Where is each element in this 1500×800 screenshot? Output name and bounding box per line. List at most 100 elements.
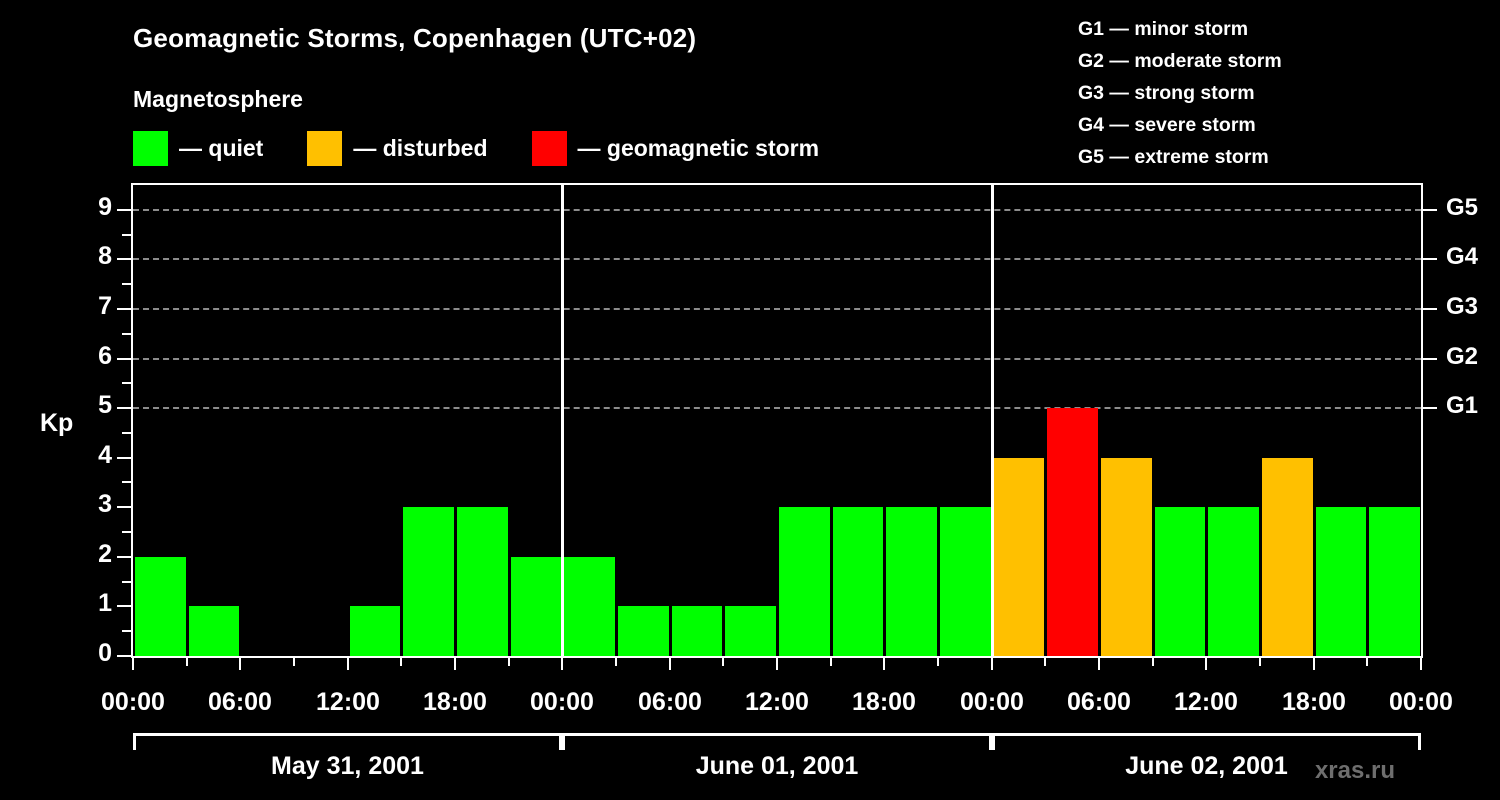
y-tick-2 xyxy=(117,555,131,558)
x-tick-label: 12:00 xyxy=(316,688,380,716)
gridline-kp-6 xyxy=(133,357,1421,360)
g-legend-item-2: G2 — moderate storm xyxy=(1078,50,1282,72)
g-legend-item-5: G5 — extreme storm xyxy=(1078,146,1269,168)
y-tick-5 xyxy=(117,407,131,410)
bar xyxy=(1208,507,1259,656)
page-title: Geomagnetic Storms, Copenhagen (UTC+02) xyxy=(133,23,697,53)
x-tick-minor xyxy=(722,658,724,666)
x-tick-label: 00:00 xyxy=(960,688,1024,716)
g-tick-G3 xyxy=(1423,307,1437,310)
quiet-swatch xyxy=(133,131,168,166)
x-tick xyxy=(776,658,778,670)
bar xyxy=(672,606,722,656)
g-tick-label: G3 xyxy=(1446,292,1479,320)
legend-label: — disturbed xyxy=(353,135,488,161)
y-tick-label: 1 xyxy=(98,589,112,618)
g-tick-G2 xyxy=(1423,357,1437,360)
gridline-kp-5 xyxy=(133,407,1421,410)
y-tick-0 xyxy=(117,655,131,657)
x-tick-label: 12:00 xyxy=(1174,688,1238,716)
legend-entry: — quiet xyxy=(133,131,263,166)
watermark: xras.ru xyxy=(1314,757,1395,784)
y-tick-3 xyxy=(117,506,131,509)
g-tick-G1 xyxy=(1423,407,1437,410)
x-tick-minor xyxy=(508,658,510,666)
legend-label: — geomagnetic storm xyxy=(577,135,820,161)
bracket-cap xyxy=(559,736,562,750)
bracket-cap xyxy=(992,736,995,750)
bar xyxy=(940,507,991,656)
x-tick xyxy=(239,658,241,670)
date-label: June 01, 2001 xyxy=(695,752,859,780)
g-tick-label: G1 xyxy=(1446,392,1479,420)
x-tick-label: 00:00 xyxy=(101,688,165,716)
g-tick-label: G5 xyxy=(1446,193,1479,221)
y-tick-label: 5 xyxy=(98,391,112,420)
disturbed-swatch xyxy=(307,131,343,166)
x-tick-label: 18:00 xyxy=(423,688,487,716)
bar xyxy=(833,507,883,656)
y-tick-label: 2 xyxy=(98,539,112,568)
day-separator xyxy=(561,185,564,656)
x-tick-label: 06:00 xyxy=(638,688,702,716)
day-separator xyxy=(991,185,994,656)
x-tick-label: 06:00 xyxy=(208,688,272,716)
x-tick xyxy=(669,658,671,670)
legend-entry: — disturbed xyxy=(307,131,488,166)
date-label: June 02, 2001 xyxy=(1125,752,1288,780)
y-tick-minor xyxy=(122,630,131,633)
x-tick-label: 00:00 xyxy=(530,688,594,716)
y-tick-minor xyxy=(122,233,131,236)
y-axis-title: Kp xyxy=(40,409,74,437)
g-tick-label: G2 xyxy=(1446,342,1479,370)
y-tick-label: 4 xyxy=(98,440,112,469)
plot-frame xyxy=(131,183,1423,658)
bar xyxy=(189,606,239,656)
bar xyxy=(1101,457,1152,656)
bracket-cap xyxy=(1418,736,1421,750)
subtitle: Magnetosphere xyxy=(133,86,303,112)
y-tick-label: 7 xyxy=(98,291,112,320)
date-bracket xyxy=(133,733,562,750)
y-tick-4 xyxy=(117,456,131,459)
x-tick-minor xyxy=(937,658,939,666)
bar xyxy=(511,556,561,656)
date-bracket xyxy=(992,733,1421,750)
x-tick-minor xyxy=(615,658,617,666)
y-tick-label: 9 xyxy=(98,192,112,221)
x-tick xyxy=(1205,658,1207,670)
x-tick xyxy=(883,658,885,670)
x-tick-minor xyxy=(830,658,832,666)
x-tick-label: 12:00 xyxy=(745,688,809,716)
date-bracket xyxy=(562,733,992,750)
bar xyxy=(1047,408,1098,656)
plot-area xyxy=(133,185,1421,656)
gridline-kp-9 xyxy=(133,208,1421,211)
bar xyxy=(1155,507,1205,656)
g-tick-label: G4 xyxy=(1446,243,1479,271)
bar xyxy=(403,507,454,656)
y-tick-label: 8 xyxy=(98,242,112,271)
x-tick-minor xyxy=(293,658,295,666)
bracket-cap xyxy=(562,736,565,750)
bar xyxy=(886,507,937,656)
y-tick-minor xyxy=(122,382,131,385)
bar xyxy=(1316,507,1366,656)
y-tick-minor xyxy=(122,481,131,484)
y-tick-7 xyxy=(117,307,131,310)
y-tick-6 xyxy=(117,357,131,360)
gridline-kp-8 xyxy=(133,258,1421,261)
x-tick xyxy=(454,658,456,670)
g-legend-item-1: G1 — minor storm xyxy=(1078,18,1249,40)
x-tick xyxy=(347,658,349,670)
x-tick-minor xyxy=(400,658,402,666)
x-tick xyxy=(1420,658,1422,670)
x-tick xyxy=(1313,658,1315,670)
x-tick-minor xyxy=(1152,658,1154,666)
g-scale-legend: G1 — minor storm G2 — moderate storm G3 — … xyxy=(1078,13,1282,173)
x-tick-minor xyxy=(1259,658,1261,666)
y-tick-label: 3 xyxy=(98,490,112,519)
bar xyxy=(457,507,508,656)
bar xyxy=(1262,457,1313,656)
